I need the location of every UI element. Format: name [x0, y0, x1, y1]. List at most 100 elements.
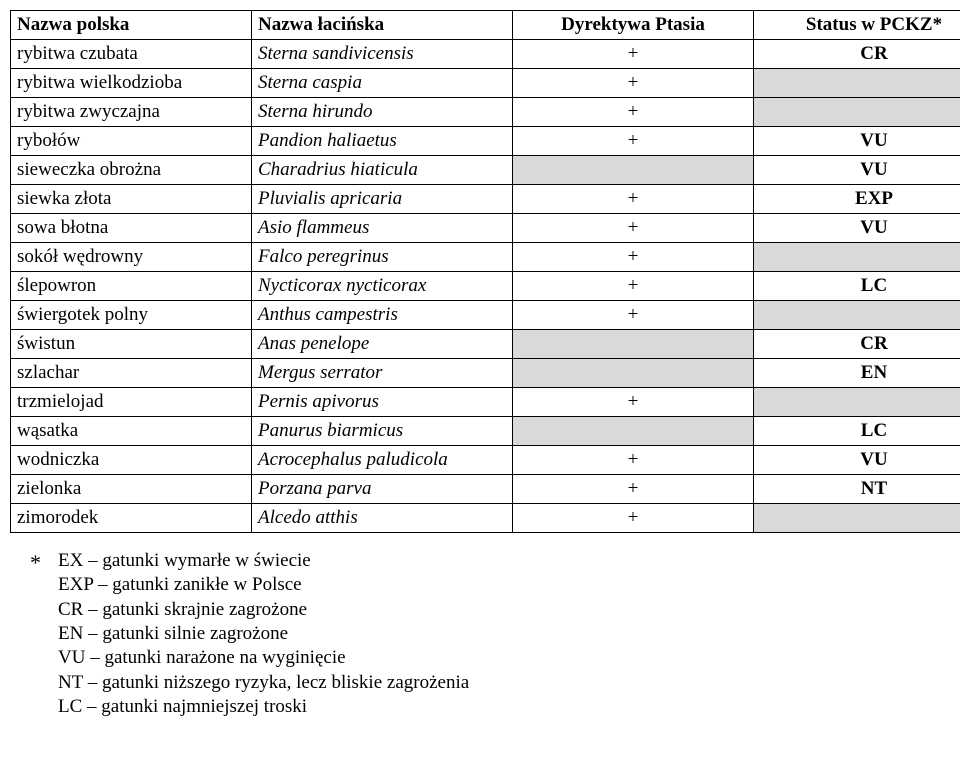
cell-polish: świergotek polny	[11, 301, 252, 330]
cell-latin: Anthus campestris	[252, 301, 513, 330]
table-row: wodniczkaAcrocephalus paludicola+VU	[11, 446, 960, 475]
cell-latin: Mergus serrator	[252, 359, 513, 388]
table-header-row: Nazwa polska Nazwa łacińska Dyrektywa Pt…	[11, 11, 960, 40]
cell-polish: świstun	[11, 330, 252, 359]
cell-status: NT	[754, 475, 960, 504]
cell-latin: Sterna caspia	[252, 69, 513, 98]
table-row: zimorodekAlcedo atthis+	[11, 504, 960, 533]
cell-latin: Sterna hirundo	[252, 98, 513, 127]
cell-latin: Porzana parva	[252, 475, 513, 504]
cell-directive: +	[513, 446, 754, 475]
cell-latin: Sterna sandivicensis	[252, 40, 513, 69]
table-row: szlacharMergus serrator EN	[11, 359, 960, 388]
cell-status	[754, 98, 960, 127]
header-status: Status w PCKZ*	[754, 11, 960, 40]
cell-latin: Falco peregrinus	[252, 243, 513, 272]
cell-latin: Anas penelope	[252, 330, 513, 359]
cell-status: VU	[754, 214, 960, 243]
cell-polish: wodniczka	[11, 446, 252, 475]
legend-star-icon: *	[30, 549, 41, 577]
cell-latin: Charadrius hiaticula	[252, 156, 513, 185]
cell-status	[754, 243, 960, 272]
table-row: świergotek polnyAnthus campestris+	[11, 301, 960, 330]
cell-directive	[513, 156, 754, 185]
cell-latin: Panurus biarmicus	[252, 417, 513, 446]
cell-directive: +	[513, 40, 754, 69]
cell-directive: +	[513, 243, 754, 272]
cell-latin: Acrocephalus paludicola	[252, 446, 513, 475]
cell-directive: +	[513, 127, 754, 156]
legend: * EX – gatunki wymarłe w świecieEXP – ga…	[58, 549, 950, 719]
cell-directive: +	[513, 98, 754, 127]
legend-line: EX – gatunki wymarłe w świecie	[58, 549, 950, 573]
cell-directive	[513, 417, 754, 446]
cell-polish: ślepowron	[11, 272, 252, 301]
cell-status: CR	[754, 330, 960, 359]
cell-directive: +	[513, 504, 754, 533]
cell-polish: wąsatka	[11, 417, 252, 446]
cell-polish: zimorodek	[11, 504, 252, 533]
cell-polish: sowa błotna	[11, 214, 252, 243]
table-row: rybitwa czubataSterna sandivicensis+CR	[11, 40, 960, 69]
cell-latin: Pandion haliaetus	[252, 127, 513, 156]
cell-status: VU	[754, 127, 960, 156]
cell-polish: rybołów	[11, 127, 252, 156]
table-row: rybitwa wielkodziobaSterna caspia+	[11, 69, 960, 98]
cell-polish: siewka złota	[11, 185, 252, 214]
table-row: sieweczka obrożnaCharadrius hiaticula VU	[11, 156, 960, 185]
cell-status	[754, 301, 960, 330]
cell-status: VU	[754, 446, 960, 475]
cell-status: VU	[754, 156, 960, 185]
table-row: ślepowronNycticorax nycticorax+LC	[11, 272, 960, 301]
cell-polish: zielonka	[11, 475, 252, 504]
table-row: sokół wędrownyFalco peregrinus+	[11, 243, 960, 272]
table-row: siewka złotaPluvialis apricaria+EXP	[11, 185, 960, 214]
cell-status: EN	[754, 359, 960, 388]
table-row: rybołówPandion haliaetus+VU	[11, 127, 960, 156]
cell-directive: +	[513, 69, 754, 98]
table-body: rybitwa czubataSterna sandivicensis+CRry…	[11, 40, 960, 533]
cell-directive	[513, 359, 754, 388]
cell-status: EXP	[754, 185, 960, 214]
cell-polish: rybitwa czubata	[11, 40, 252, 69]
cell-status: LC	[754, 272, 960, 301]
cell-directive	[513, 330, 754, 359]
cell-latin: Asio flammeus	[252, 214, 513, 243]
legend-line: VU – gatunki narażone na wyginięcie	[58, 646, 950, 670]
cell-status: CR	[754, 40, 960, 69]
table-row: zielonkaPorzana parva+NT	[11, 475, 960, 504]
species-table: Nazwa polska Nazwa łacińska Dyrektywa Pt…	[10, 10, 960, 533]
legend-line: NT – gatunki niższego ryzyka, lecz blisk…	[58, 671, 950, 695]
cell-directive: +	[513, 388, 754, 417]
cell-polish: trzmielojad	[11, 388, 252, 417]
cell-polish: szlachar	[11, 359, 252, 388]
cell-directive: +	[513, 272, 754, 301]
cell-latin: Pluvialis apricaria	[252, 185, 513, 214]
legend-line: EN – gatunki silnie zagrożone	[58, 622, 950, 646]
cell-directive: +	[513, 475, 754, 504]
cell-directive: +	[513, 185, 754, 214]
table-row: rybitwa zwyczajnaSterna hirundo+	[11, 98, 960, 127]
table-row: sowa błotnaAsio flammeus+VU	[11, 214, 960, 243]
cell-directive: +	[513, 301, 754, 330]
cell-polish: sieweczka obrożna	[11, 156, 252, 185]
legend-line: LC – gatunki najmniejszej troski	[58, 695, 950, 719]
legend-lines: EX – gatunki wymarłe w świecieEXP – gatu…	[58, 549, 950, 719]
cell-polish: rybitwa zwyczajna	[11, 98, 252, 127]
cell-latin: Nycticorax nycticorax	[252, 272, 513, 301]
cell-status	[754, 504, 960, 533]
cell-latin: Alcedo atthis	[252, 504, 513, 533]
legend-line: CR – gatunki skrajnie zagrożone	[58, 598, 950, 622]
cell-polish: sokół wędrowny	[11, 243, 252, 272]
cell-status	[754, 388, 960, 417]
cell-polish: rybitwa wielkodzioba	[11, 69, 252, 98]
table-row: świstunAnas penelope CR	[11, 330, 960, 359]
table-row: wąsatkaPanurus biarmicus LC	[11, 417, 960, 446]
header-polish: Nazwa polska	[11, 11, 252, 40]
header-directive: Dyrektywa Ptasia	[513, 11, 754, 40]
cell-latin: Pernis apivorus	[252, 388, 513, 417]
cell-status	[754, 69, 960, 98]
cell-status: LC	[754, 417, 960, 446]
table-row: trzmielojadPernis apivorus+	[11, 388, 960, 417]
legend-line: EXP – gatunki zanikłe w Polsce	[58, 573, 950, 597]
